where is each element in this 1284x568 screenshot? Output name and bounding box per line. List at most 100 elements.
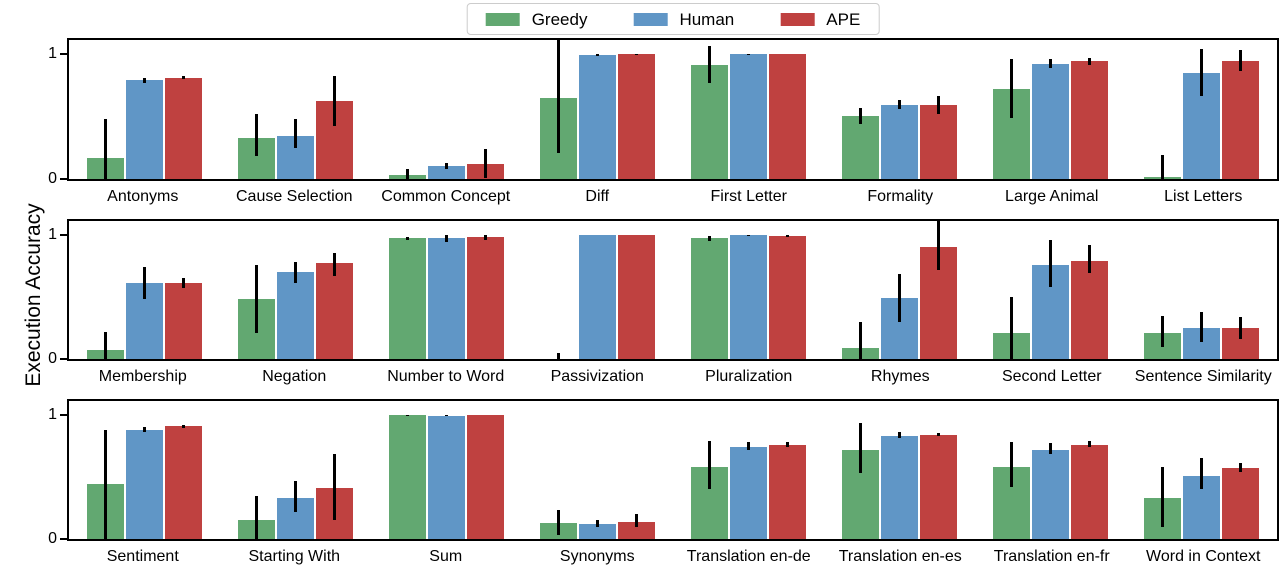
category-label: Sentiment xyxy=(106,548,179,565)
bar-fill xyxy=(389,238,426,359)
error-bar xyxy=(1088,57,1091,66)
error-bar xyxy=(635,53,638,56)
bar-ape xyxy=(769,401,806,539)
bar-greedy xyxy=(87,221,124,359)
error-bar xyxy=(786,234,789,238)
bar-greedy xyxy=(842,221,879,359)
legend-item-human: Human xyxy=(633,11,734,28)
bar-human xyxy=(277,221,314,359)
bar-human xyxy=(579,221,616,359)
error-bar xyxy=(635,514,638,527)
error-bar xyxy=(786,442,789,447)
bar-fill xyxy=(1032,449,1069,539)
category-label: Synonyms xyxy=(559,548,635,565)
bar-fill xyxy=(1032,63,1069,179)
bar-human xyxy=(428,221,465,359)
category-labels-row-3: Sentiment Starting With Sum Synonyms Transla… xyxy=(67,541,1279,566)
bar-ape xyxy=(618,221,655,359)
bar-fill xyxy=(428,415,465,539)
error-bar xyxy=(708,46,711,83)
error-bar xyxy=(445,162,448,169)
error-bar xyxy=(1049,443,1052,455)
bar-group-pluralization xyxy=(673,221,824,359)
category-label: Cause Selection xyxy=(235,188,353,205)
bar-group-antonyms xyxy=(69,40,220,179)
bar-fill xyxy=(769,444,806,539)
bar-greedy xyxy=(691,40,728,179)
legend-item-greedy: Greedy xyxy=(485,11,587,28)
category-label: Rhymes xyxy=(870,368,930,385)
error-bar xyxy=(937,433,940,436)
y-tick-label: 1 xyxy=(48,44,57,62)
bar-greedy xyxy=(87,401,124,539)
bar-ape xyxy=(920,401,957,539)
bar-group-sum xyxy=(371,401,522,539)
y-tick-label: 0 xyxy=(48,350,57,367)
bar-human xyxy=(126,221,163,359)
category-labels-row-1: Antonyms Cause Selection Common Concept Dif… xyxy=(67,181,1279,206)
bar-fill xyxy=(1071,260,1108,359)
error-bar xyxy=(143,427,146,433)
bar-group-number-to-word xyxy=(371,221,522,359)
bar-ape xyxy=(1071,221,1108,359)
category-label: Translation en-es xyxy=(838,548,962,565)
bar-greedy xyxy=(540,401,577,539)
bar-greedy xyxy=(691,221,728,359)
plot-area xyxy=(69,401,1277,539)
error-bar xyxy=(484,234,487,240)
error-bar xyxy=(333,454,336,521)
bar-fill xyxy=(1222,61,1259,179)
bar-human xyxy=(730,40,767,179)
bar-ape xyxy=(1222,401,1259,539)
bar-fill xyxy=(691,65,728,179)
error-bar xyxy=(406,414,409,416)
bar-fill xyxy=(579,55,616,179)
bar-group-starting-with xyxy=(220,401,371,539)
bar-ape xyxy=(165,221,202,359)
bar-fill xyxy=(467,414,504,539)
error-bar xyxy=(182,424,185,429)
error-bar xyxy=(1088,440,1091,447)
bar-greedy xyxy=(1144,40,1181,179)
bar-ape xyxy=(316,221,353,359)
error-bar xyxy=(859,321,862,359)
legend: Greedy Human APE xyxy=(466,3,880,35)
bar-fill xyxy=(165,77,202,179)
y-tick-mark xyxy=(60,413,67,416)
bar-group-sentence-similarity xyxy=(1126,221,1277,359)
category-label: Passivization xyxy=(550,368,644,385)
error-bar xyxy=(596,53,599,57)
bar-ape xyxy=(1071,401,1108,539)
error-bar xyxy=(1010,296,1013,359)
bar-group-large-animal xyxy=(975,40,1126,179)
bar-greedy xyxy=(389,221,426,359)
error-bar xyxy=(406,237,409,240)
category-label: Antonyms xyxy=(107,188,179,205)
bar-fill xyxy=(618,234,655,359)
bar-ape xyxy=(1222,221,1259,359)
error-bar xyxy=(898,432,901,439)
bar-human xyxy=(1032,40,1069,179)
bar-ape xyxy=(920,221,957,359)
category-label: Negation xyxy=(262,368,327,385)
bar-human xyxy=(881,40,918,179)
bar-ape xyxy=(165,401,202,539)
error-bar xyxy=(104,118,107,179)
bar-fill xyxy=(1071,444,1108,539)
legend-item-ape: APE xyxy=(780,11,860,28)
bar-fill xyxy=(920,105,957,179)
bar-ape xyxy=(1222,40,1259,179)
bar-group-cause-selection xyxy=(220,40,371,179)
bar-greedy xyxy=(993,221,1030,359)
bar-human xyxy=(428,40,465,179)
bar-group-common-concept xyxy=(371,40,522,179)
error-bar xyxy=(1239,316,1242,340)
error-bar xyxy=(294,480,297,512)
category-label: Word in Context xyxy=(1146,548,1261,565)
bar-greedy xyxy=(238,221,275,359)
error-bar xyxy=(406,168,409,179)
bar-group-list-letters xyxy=(1126,40,1277,179)
y-tick-label: 1 xyxy=(48,405,57,423)
bar-human xyxy=(1032,221,1069,359)
